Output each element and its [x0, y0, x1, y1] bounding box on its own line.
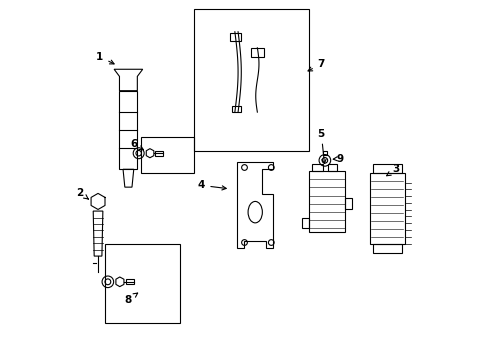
- Bar: [308, 171, 344, 232]
- Text: 6: 6: [130, 139, 143, 150]
- Text: 8: 8: [124, 293, 138, 305]
- Bar: [312, 164, 323, 171]
- Bar: [231, 106, 241, 112]
- Bar: [372, 164, 401, 173]
- Bar: [372, 244, 401, 253]
- Text: 5: 5: [317, 129, 325, 163]
- Text: 2: 2: [76, 188, 88, 199]
- Bar: [229, 33, 241, 41]
- Text: 3: 3: [386, 164, 399, 176]
- Bar: [105, 244, 180, 323]
- Bar: [194, 9, 308, 152]
- Bar: [141, 137, 194, 173]
- Text: 7: 7: [307, 59, 325, 71]
- Text: 1: 1: [96, 52, 114, 64]
- Bar: [328, 164, 337, 171]
- Bar: [344, 198, 351, 208]
- Bar: [323, 151, 326, 154]
- Bar: [301, 217, 308, 228]
- Text: 4: 4: [198, 180, 226, 190]
- Text: 9: 9: [332, 154, 343, 163]
- Bar: [369, 173, 405, 244]
